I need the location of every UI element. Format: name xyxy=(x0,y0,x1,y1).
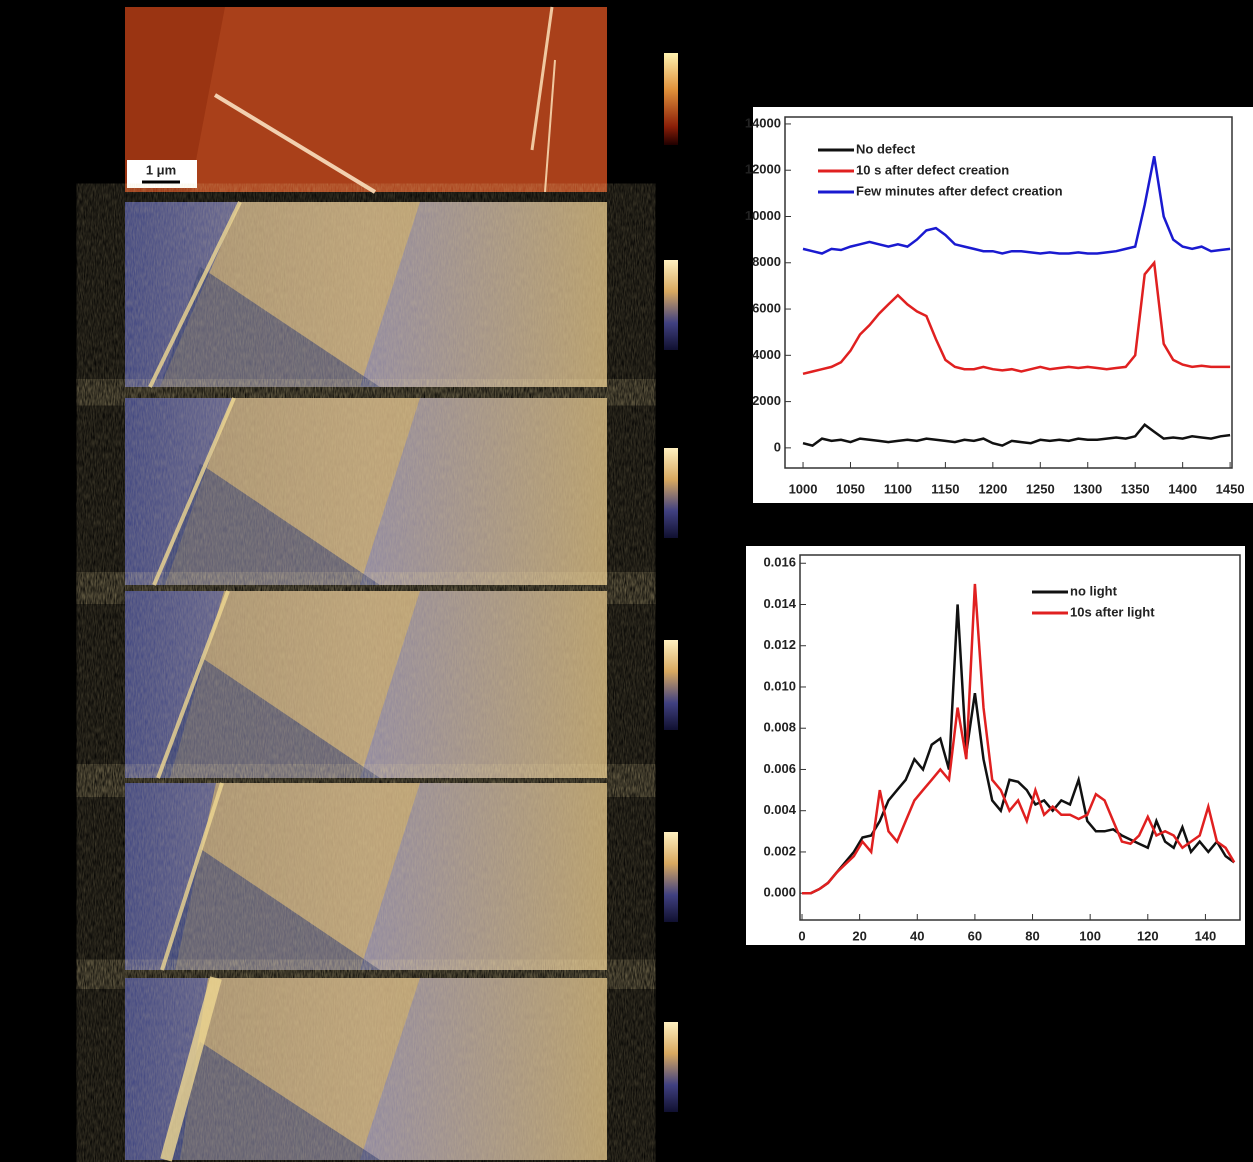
x-tick-label: 1050 xyxy=(836,481,865,496)
x-tick-label: 1250 xyxy=(1026,481,1055,496)
x-tick-label: 100 xyxy=(1079,928,1101,943)
image-panel xyxy=(125,590,607,779)
legend-label: 10 s after defect creation xyxy=(856,162,1009,177)
x-tick-label: 120 xyxy=(1137,928,1159,943)
y-tick-label: 6000 xyxy=(752,300,781,315)
plot-frame xyxy=(784,116,1233,469)
x-tick-label: 1150 xyxy=(931,481,959,496)
x-tick-label: 1400 xyxy=(1168,481,1197,496)
y-tick-label: 12000 xyxy=(745,162,781,177)
x-tick-label: 1450 xyxy=(1216,481,1245,496)
image-panel xyxy=(125,397,607,586)
panel-noise xyxy=(125,978,607,1160)
image-panel xyxy=(125,201,607,388)
kpfm-images xyxy=(125,201,607,1162)
legend-label: 10s after light xyxy=(1070,604,1155,619)
data-line xyxy=(802,156,1231,255)
y-tick-label: 0.006 xyxy=(763,761,796,776)
data-line xyxy=(802,422,1231,447)
x-tick-label: 140 xyxy=(1195,928,1217,943)
y-tick-label: 10000 xyxy=(745,208,781,223)
topography-image: 1 μm xyxy=(125,6,607,194)
y-tick-label: 2000 xyxy=(752,393,781,408)
legend-label: no light xyxy=(1070,583,1118,598)
y-tick-label: 0.016 xyxy=(763,555,796,570)
panel-noise xyxy=(125,202,607,387)
x-tick-label: 60 xyxy=(968,928,982,943)
panel-noise xyxy=(125,783,607,970)
scale-bar-label: 1 μm xyxy=(146,162,176,177)
x-tick-label: 1300 xyxy=(1073,481,1102,496)
y-tick-label: 8000 xyxy=(752,254,781,269)
x-tick-label: 1000 xyxy=(789,481,818,496)
x-tick-label: 20 xyxy=(852,928,866,943)
legend-label: Few minutes after defect creation xyxy=(856,183,1063,198)
x-tick-label: 1200 xyxy=(978,481,1007,496)
plot-frame xyxy=(799,554,1241,921)
image-panel xyxy=(125,976,607,1162)
charts: 1000 1050 1100 1150 1200 1250 1300 1350 1400 1450… xyxy=(745,115,1245,943)
y-tick-label: 0.010 xyxy=(763,678,796,693)
legend-label: No defect xyxy=(856,141,916,156)
data-line xyxy=(802,259,1231,376)
y-tick-label: 0.012 xyxy=(763,637,796,652)
panel-noise xyxy=(125,398,607,585)
y-tick-label: 0.004 xyxy=(763,802,796,817)
panel-noise xyxy=(125,591,607,778)
image-panel xyxy=(125,782,607,971)
y-tick-label: 0 xyxy=(774,439,781,454)
data-line xyxy=(802,583,1236,895)
colorbars xyxy=(664,53,678,1112)
y-tick-label: 0.008 xyxy=(763,720,796,735)
x-tick-label: 1100 xyxy=(884,481,912,496)
y-tick-label: 4000 xyxy=(752,347,781,362)
x-tick-label: 40 xyxy=(910,928,924,943)
chart-background xyxy=(746,546,1245,945)
x-tick-label: 1350 xyxy=(1121,481,1150,496)
y-tick-label: 0.002 xyxy=(763,843,796,858)
y-tick-label: 0.000 xyxy=(763,885,796,900)
y-tick-label: 0.014 xyxy=(763,596,796,611)
x-tick-label: 0 xyxy=(798,928,805,943)
x-tick-label: 80 xyxy=(1025,928,1039,943)
y-tick-label: 14000 xyxy=(745,115,781,130)
